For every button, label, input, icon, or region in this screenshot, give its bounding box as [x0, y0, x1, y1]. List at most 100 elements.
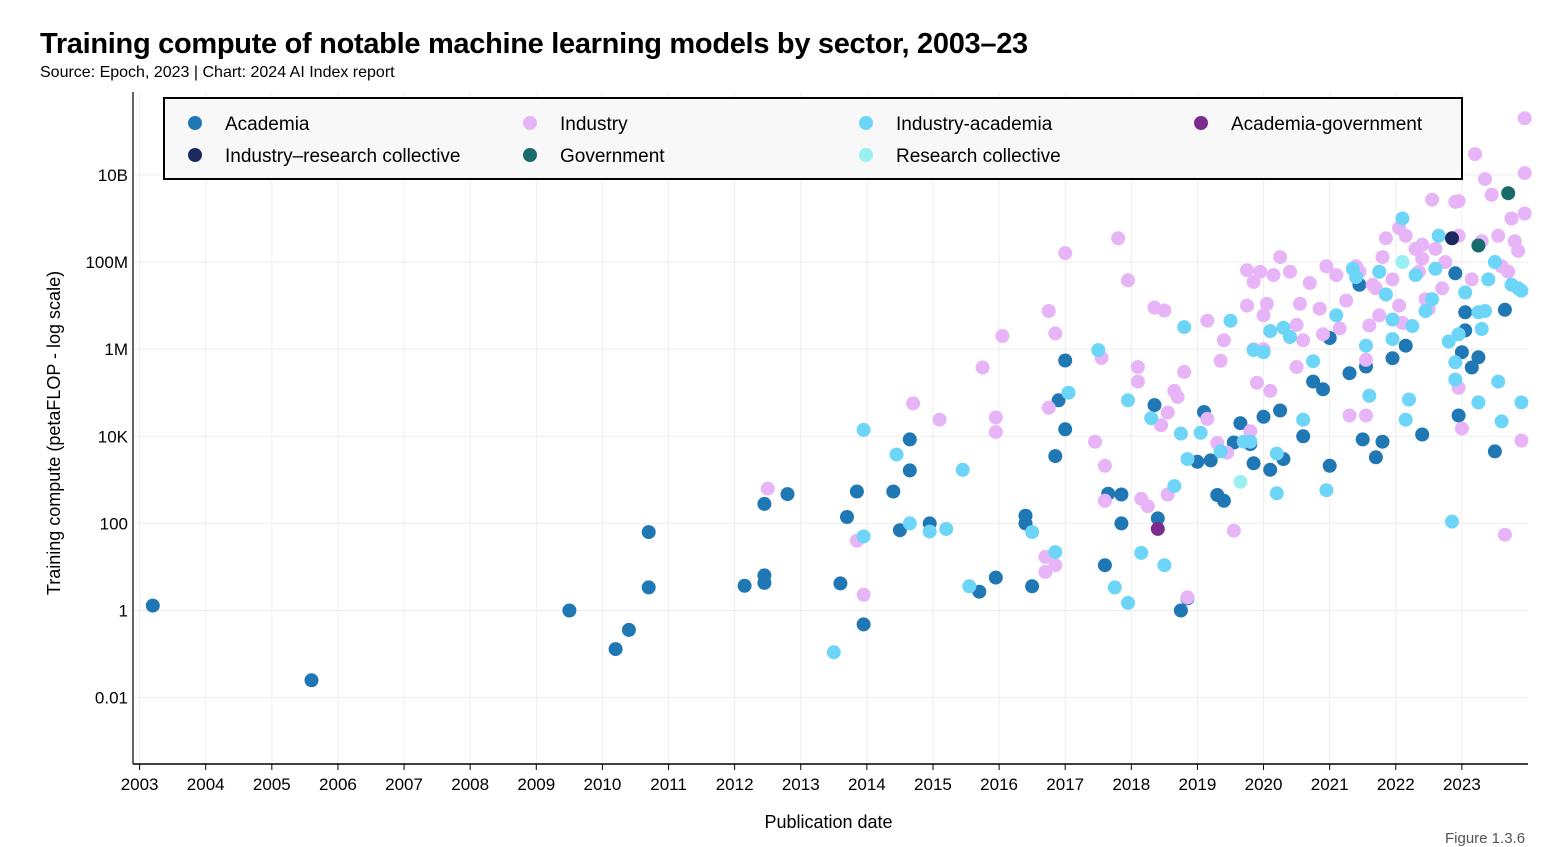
point-industry — [1415, 237, 1430, 252]
point-academia — [849, 484, 864, 499]
point-industry — [995, 329, 1010, 343]
point-industry — [1491, 228, 1506, 243]
y-tick-label: 1M — [104, 340, 128, 359]
y-tick-label: 100M — [85, 253, 128, 272]
x-tick-label: 2016 — [980, 775, 1018, 794]
x-tick-label: 2012 — [716, 775, 754, 794]
point-academia — [1114, 487, 1129, 502]
x-tick-label: 2008 — [451, 775, 489, 794]
point-industry-academia — [1048, 545, 1063, 560]
point-industry — [1464, 272, 1479, 287]
point-industry — [1130, 360, 1145, 374]
point-industry — [1048, 326, 1063, 341]
point-industry-academia — [1349, 270, 1364, 285]
point-industry-academia — [902, 516, 917, 531]
point-academia — [833, 576, 848, 591]
point-industry — [1041, 400, 1056, 415]
point-industry — [1454, 421, 1469, 436]
point-government — [1501, 186, 1516, 201]
point-industry — [1180, 590, 1195, 605]
point-industry — [1140, 499, 1155, 514]
point-industry — [1511, 243, 1526, 258]
point-industry-academia — [939, 521, 954, 536]
point-academia — [304, 673, 319, 688]
point-academia — [621, 622, 636, 637]
point-industry — [1200, 313, 1215, 328]
point-industry — [1226, 523, 1241, 538]
point-industry-academia — [1180, 452, 1195, 467]
x-tick-label: 2021 — [1311, 775, 1349, 794]
point-research-collective — [1395, 255, 1410, 269]
point-industry — [1097, 493, 1112, 508]
point-industry-research-collective — [1445, 231, 1459, 246]
point-industry — [1478, 172, 1492, 187]
point-academia — [1375, 434, 1390, 449]
point-industry — [1378, 231, 1393, 246]
point-industry — [1385, 272, 1400, 287]
point-academia — [1342, 366, 1357, 381]
point-industry — [1514, 433, 1529, 448]
legend-label: Industry-academia — [896, 114, 1053, 135]
point-industry-academia — [1243, 434, 1258, 449]
point-industry — [906, 396, 921, 411]
point-industry — [1253, 264, 1268, 279]
point-academia — [1306, 374, 1321, 389]
point-academia — [1368, 450, 1383, 465]
point-academia — [1316, 382, 1330, 397]
point-academia — [1216, 493, 1231, 508]
point-industry-academia — [955, 462, 970, 477]
x-tick-label: 2015 — [914, 775, 952, 794]
point-industry — [1329, 268, 1344, 283]
point-industry-academia — [1425, 292, 1440, 307]
point-academia — [1385, 351, 1400, 366]
x-tick-label: 2004 — [187, 775, 225, 794]
point-industry — [1398, 228, 1413, 243]
x-tick-label: 2017 — [1046, 775, 1084, 794]
point-academia — [145, 598, 160, 613]
point-academia — [562, 603, 577, 618]
point-industry — [1468, 147, 1483, 162]
point-industry — [1058, 246, 1073, 261]
point-industry — [856, 587, 871, 602]
point-industry — [1246, 274, 1261, 289]
point-industry-academia — [1157, 558, 1172, 573]
point-industry — [1249, 375, 1264, 390]
point-industry — [1501, 264, 1516, 279]
point-industry — [1484, 187, 1499, 202]
point-academia — [1203, 453, 1218, 468]
point-industry-academia — [1428, 261, 1443, 276]
point-industry-academia — [1269, 446, 1284, 461]
point-industry — [1302, 276, 1317, 290]
point-industry — [1170, 389, 1185, 404]
point-industry — [1259, 296, 1274, 311]
point-academia — [641, 525, 656, 540]
point-industry-academia — [922, 524, 937, 539]
point-industry — [1263, 383, 1278, 398]
point-industry-academia — [1319, 483, 1334, 498]
x-tick-label: 2007 — [385, 775, 423, 794]
chart-subtitle: Source: Epoch, 2023 | Chart: 2024 AI Ind… — [40, 64, 395, 81]
x-tick-label: 2019 — [1179, 775, 1217, 794]
point-academia — [856, 617, 871, 632]
point-academia — [1398, 338, 1413, 353]
point-academia — [1246, 456, 1261, 471]
point-industry — [1213, 353, 1228, 368]
legend-marker — [188, 148, 202, 162]
point-industry — [1372, 308, 1387, 323]
point-industry-academia — [889, 447, 904, 462]
point-industry — [1097, 458, 1112, 473]
point-academia — [886, 484, 901, 499]
point-academia — [1296, 429, 1311, 444]
point-academia — [1464, 360, 1479, 375]
chart-title: Training compute of notable machine lear… — [40, 28, 1028, 60]
legend-label: Academia-government — [1231, 114, 1423, 135]
point-industry-academia — [826, 645, 841, 660]
point-industry — [1157, 303, 1172, 318]
point-industry-academia — [1514, 395, 1529, 410]
point-academia — [780, 487, 795, 502]
point-industry — [1438, 255, 1453, 269]
point-academia — [1147, 398, 1162, 413]
point-industry-academia — [1494, 414, 1509, 429]
point-industry — [1088, 434, 1102, 449]
point-industry — [1243, 424, 1258, 439]
